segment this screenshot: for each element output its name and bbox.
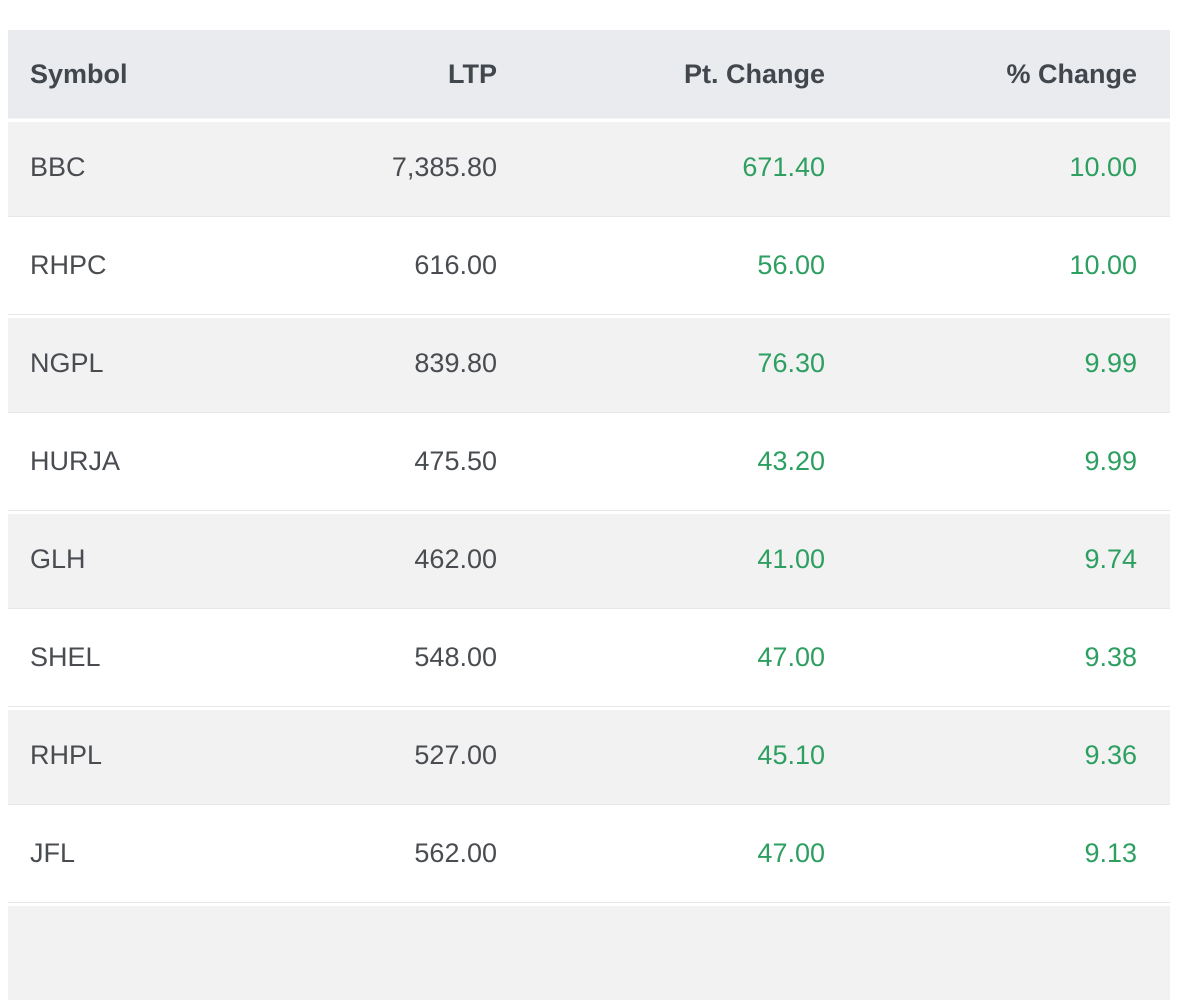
ltp-cell: 527.00 [414,740,497,770]
pt-change-cell: 47.00 [757,838,825,868]
pct-change-cell: 9.99 [1084,446,1137,476]
table-row[interactable]: NGPL 839.80 76.30 9.99 [8,314,1170,412]
pt-change-cell: 47.00 [757,642,825,672]
ltp-cell: 562.00 [414,838,497,868]
table-row[interactable]: HURJA 475.50 43.20 9.99 [8,412,1170,510]
pct-change-cell: 9.38 [1084,642,1137,672]
ltp-cell: 548.00 [414,642,497,672]
symbol-cell[interactable]: BBC [30,152,86,182]
column-header-ltp: LTP [448,58,497,89]
column-header-pct-change: % Change [1006,58,1137,89]
pct-change-cell: 10.00 [1069,152,1137,182]
symbol-cell[interactable]: GLH [30,544,86,574]
symbol-cell[interactable]: RHPL [30,740,103,770]
pt-change-cell: 43.20 [757,446,825,476]
stock-gainers-table: Symbol LTP Pt. Change % Change BBC 7,385… [8,30,1170,1000]
ltp-cell: 7,385.80 [391,152,497,182]
table-row[interactable]: GLH 462.00 41.00 9.74 [8,510,1170,608]
table-header-row: Symbol LTP Pt. Change % Change [8,30,1170,118]
ltp-cell: 475.50 [414,446,497,476]
pt-change-cell: 76.30 [757,348,825,378]
table-row[interactable]: RHPC 616.00 56.00 10.00 [8,216,1170,314]
column-header-symbol: Symbol [30,58,128,89]
table-row[interactable]: RHPL 527.00 45.10 9.36 [8,706,1170,804]
symbol-cell[interactable]: JFL [30,838,76,868]
pct-change-cell: 9.99 [1084,348,1137,378]
pt-change-cell: 671.40 [742,152,825,182]
pct-change-cell: 9.13 [1084,838,1137,868]
ltp-cell: 616.00 [414,250,497,280]
table-row[interactable]: JFL 562.00 47.00 9.13 [8,804,1170,902]
pct-change-cell: 9.36 [1084,740,1137,770]
pct-change-cell: 9.74 [1084,544,1137,574]
symbol-cell[interactable]: HURJA [30,446,121,476]
table-row[interactable]: SHEL 548.00 47.00 9.38 [8,608,1170,706]
column-header-pt-change: Pt. Change [683,58,825,89]
symbol-cell[interactable]: SHEL [30,642,101,672]
pt-change-cell: 41.00 [757,544,825,574]
symbol-cell[interactable]: RHPC [30,250,107,280]
table-row[interactable]: BBC 7,385.80 671.40 10.00 [8,118,1170,216]
pt-change-cell: 45.10 [757,740,825,770]
pct-change-cell: 10.00 [1069,250,1137,280]
ltp-cell: 839.80 [414,348,497,378]
symbol-cell[interactable]: NGPL [30,348,104,378]
pt-change-cell: 56.00 [757,250,825,280]
ltp-cell: 462.00 [414,544,497,574]
table-body: BBC 7,385.80 671.40 10.00 RHPC 616.00 56… [8,118,1170,1000]
